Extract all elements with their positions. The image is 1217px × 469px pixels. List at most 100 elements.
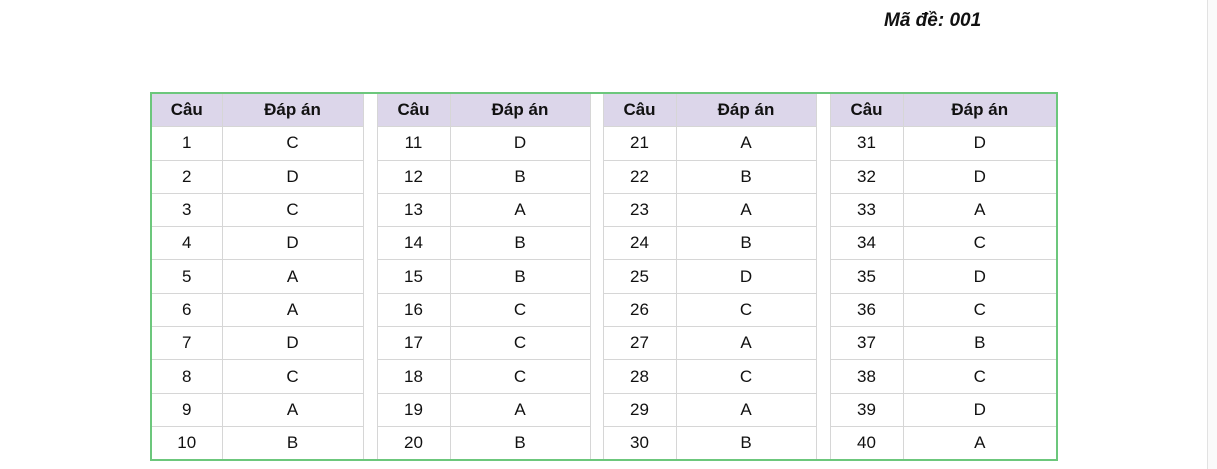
column-gap	[589, 326, 604, 360]
header-question: Câu	[829, 92, 904, 128]
question-number: 22	[602, 159, 677, 194]
question-number: 35	[829, 259, 904, 294]
header-answer: Đáp án	[675, 92, 817, 128]
header-answer: Đáp án	[221, 92, 364, 128]
answer-letter: C	[221, 192, 364, 228]
question-number: 24	[602, 226, 677, 261]
column-gap	[589, 226, 604, 260]
answer-letter: A	[449, 192, 591, 228]
column-gap	[589, 393, 604, 427]
question-number: 28	[602, 359, 677, 394]
answer-letter: A	[675, 326, 817, 361]
table-row: 5 A 15 B 25 D 35 D	[150, 259, 1058, 294]
answer-letter: C	[675, 292, 817, 328]
question-number: 29	[602, 392, 677, 427]
answer-letter: A	[675, 192, 817, 228]
column-gap	[815, 326, 831, 360]
question-number: 37	[829, 326, 904, 361]
question-number: 7	[150, 326, 223, 361]
question-number: 12	[376, 159, 451, 194]
question-number: 40	[829, 425, 904, 461]
answer-letter: B	[449, 259, 591, 294]
column-gap	[815, 293, 831, 327]
question-number: 8	[150, 359, 223, 394]
question-number: 10	[150, 425, 223, 461]
column-gap	[362, 393, 378, 427]
column-gap	[589, 160, 604, 194]
column-gap	[815, 160, 831, 194]
question-number: 38	[829, 359, 904, 394]
answer-letter: A	[221, 392, 364, 427]
column-gap	[362, 226, 378, 260]
answer-letter: B	[221, 425, 364, 461]
answer-letter: A	[221, 292, 364, 328]
column-gap	[589, 126, 604, 161]
column-gap	[815, 193, 831, 227]
column-gap	[362, 126, 378, 161]
column-gap	[589, 293, 604, 327]
answer-letter: C	[449, 326, 591, 361]
question-number: 11	[376, 126, 451, 161]
question-number: 30	[602, 425, 677, 461]
answer-letter: D	[902, 392, 1058, 427]
question-number: 15	[376, 259, 451, 294]
column-gap	[815, 226, 831, 260]
answer-letter: B	[449, 159, 591, 194]
question-number: 19	[376, 392, 451, 427]
column-gap	[589, 93, 604, 127]
question-number: 27	[602, 326, 677, 361]
answer-letter: A	[902, 192, 1058, 228]
answer-letter: C	[449, 359, 591, 394]
question-number: 21	[602, 126, 677, 161]
question-number: 32	[829, 159, 904, 194]
table-row: 7 D 17 C 27 A 37 B	[150, 326, 1058, 361]
table-row: 8 C 18 C 28 C 38 C	[150, 359, 1058, 394]
table-row: 4 D 14 B 24 B 34 C	[150, 226, 1058, 261]
column-gap	[362, 193, 378, 227]
column-gap	[589, 259, 604, 294]
column-gap	[815, 393, 831, 427]
scrollbar[interactable]	[1207, 0, 1217, 469]
table-row: 9 A 19 A 29 A 39 D	[150, 392, 1058, 427]
column-gap	[362, 426, 378, 461]
answer-letter: D	[675, 259, 817, 294]
answer-letter: B	[675, 159, 817, 194]
question-number: 2	[150, 159, 223, 194]
exam-code-title: Mã đề: 001	[884, 10, 982, 31]
header-question: Câu	[150, 92, 223, 128]
question-number: 4	[150, 226, 223, 261]
answer-letter: C	[902, 292, 1058, 328]
table-row: 1 C 11 D 21 A 31 D	[150, 126, 1058, 161]
answer-letter: A	[221, 259, 364, 294]
question-number: 20	[376, 425, 451, 461]
answer-letter: D	[221, 159, 364, 194]
answer-letter: D	[902, 126, 1058, 161]
question-number: 18	[376, 359, 451, 394]
answer-letter: A	[675, 126, 817, 161]
answer-letter: B	[449, 226, 591, 261]
answer-letter: D	[902, 259, 1058, 294]
question-number: 36	[829, 292, 904, 328]
answer-letter: A	[675, 392, 817, 427]
column-gap	[362, 93, 378, 127]
column-gap	[362, 160, 378, 194]
table-row: 10 B 20 B 30 B 40 A	[150, 425, 1058, 461]
header-question: Câu	[602, 92, 677, 128]
column-gap	[815, 359, 831, 394]
answer-letter: B	[902, 326, 1058, 361]
question-number: 23	[602, 192, 677, 228]
column-gap	[362, 326, 378, 360]
table-row: 6 A 16 C 26 C 36 C	[150, 292, 1058, 328]
column-gap	[362, 259, 378, 294]
question-number: 17	[376, 326, 451, 361]
question-number: 33	[829, 192, 904, 228]
question-number: 39	[829, 392, 904, 427]
question-number: 3	[150, 192, 223, 228]
answer-letter: A	[449, 392, 591, 427]
column-gap	[589, 359, 604, 394]
answer-letter: C	[675, 359, 817, 394]
answer-letter: C	[449, 292, 591, 328]
question-number: 6	[150, 292, 223, 328]
column-gap	[815, 93, 831, 127]
column-gap	[362, 359, 378, 394]
